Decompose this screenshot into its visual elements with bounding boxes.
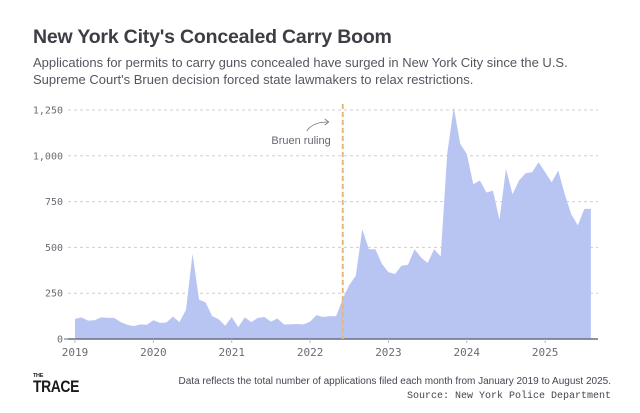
x-axis: 2019 2020 2021 2022 2023 2024 2025 <box>62 339 559 359</box>
x-tick-label: 2020 <box>140 346 167 359</box>
y-tick-label: 1,250 <box>33 106 63 117</box>
y-tick-label: 250 <box>45 289 63 300</box>
y-tick-label: 750 <box>45 197 63 208</box>
y-tick-label: 500 <box>45 243 63 254</box>
chart-title: New York City's Concealed Carry Boom <box>33 26 392 48</box>
x-tick-label: 2021 <box>218 346 245 359</box>
x-tick-label: 2023 <box>375 346 402 359</box>
logo-small-text: THE <box>33 373 44 379</box>
chart-subtitle: Applications for permits to carry guns c… <box>33 55 568 87</box>
x-tick-label: 2022 <box>297 346 324 359</box>
bruen-ruling-label: Bruen ruling <box>271 135 330 147</box>
x-tick-label: 2024 <box>454 346 481 359</box>
x-tick-label: 2025 <box>532 346 559 359</box>
y-tick-label: 1,000 <box>33 151 63 162</box>
y-axis: 0 250 500 750 1,000 1,250 <box>33 106 63 346</box>
y-tick-label: 0 <box>57 335 63 346</box>
annotations: Bruen ruling <box>271 104 344 339</box>
the-trace-logo: THE TRACE <box>33 373 89 395</box>
arrowhead-icon <box>324 118 330 126</box>
logo-large-text: TRACE <box>33 377 79 396</box>
series-area <box>75 107 591 339</box>
x-tick-label: 2019 <box>62 346 89 359</box>
data-note: Data reflects the total number of applic… <box>178 376 611 387</box>
annotation-arrow-icon <box>306 121 328 132</box>
source-credit: Source: New York Police Department <box>406 391 611 402</box>
